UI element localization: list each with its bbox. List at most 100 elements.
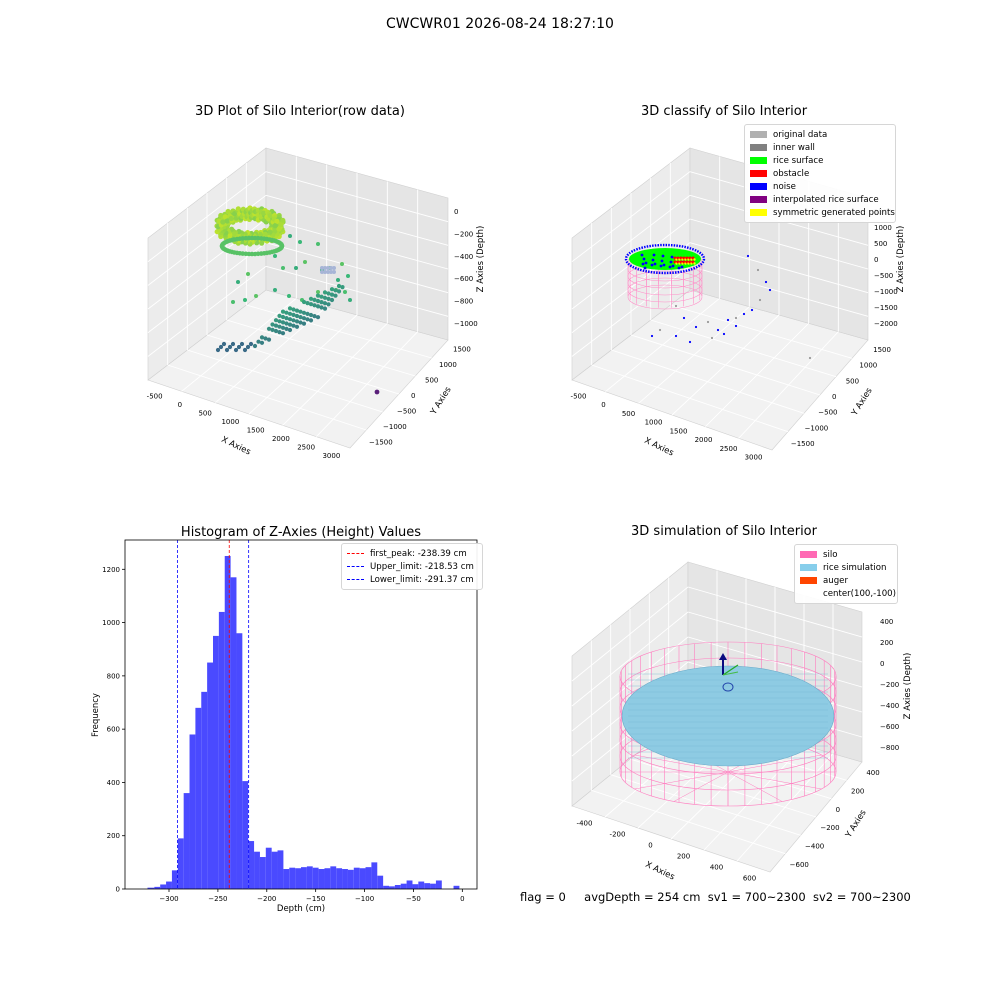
legend-swatch: [750, 196, 767, 203]
simulation-z-tick: 400: [880, 618, 893, 626]
raw-point: [323, 270, 327, 274]
status-flag: flag = 0: [520, 890, 566, 904]
classified-point: [756, 268, 760, 272]
raw-point: [298, 320, 303, 325]
raw-point: [284, 321, 289, 326]
classified-point: [734, 324, 738, 328]
raw-point: [227, 344, 233, 350]
silo-ring: [627, 277, 703, 303]
legend-swatch: [800, 577, 817, 584]
legend-swatch: [750, 144, 767, 151]
histogram-bar: [160, 884, 167, 889]
classify-3d-plot: -500050010001500200025003000150010005000…: [571, 147, 906, 462]
simulation-x-label: X Axies: [644, 860, 677, 883]
legend-entry: Upper_limit: -218.53 cm: [347, 560, 477, 573]
classify-z-tick: 0: [874, 256, 878, 264]
classify-y-tick: −1000: [805, 424, 829, 432]
raw-x-tick: 0: [178, 401, 182, 409]
figure-title: CWCWR01 2026-08-24 18:27:10: [386, 16, 614, 32]
histogram-reference-lines: [177, 540, 250, 889]
classified-point: [694, 325, 698, 329]
noise-point: [653, 262, 657, 266]
histogram-bar: [383, 885, 389, 889]
raw-point: [319, 300, 324, 305]
raw-z-label: Z Axies (Depth): [476, 226, 486, 293]
histogram-bar: [336, 868, 343, 889]
auger-base: [722, 682, 734, 692]
raw-point: [277, 313, 282, 318]
histogram-bar: [236, 633, 243, 889]
simulation-x-tick: -400: [577, 820, 593, 828]
noise-point: [670, 255, 674, 259]
raw-point: [308, 302, 314, 307]
raw-point: [336, 289, 342, 294]
raw-point: [277, 324, 282, 329]
raw-point: [243, 298, 247, 302]
raw-point: [294, 308, 300, 313]
legend-entry: first_peak: -238.39 cm: [347, 547, 477, 560]
legend-label: first_peak: -238.39 cm: [370, 548, 467, 559]
legend-label: inner wall: [773, 142, 815, 153]
histogram-bar: [218, 611, 225, 889]
histogram-bar: [394, 885, 401, 889]
status-sv2: sv2 = 700~2300: [812, 890, 911, 904]
raw-x-tick: 2500: [297, 443, 315, 451]
noise-point: [640, 253, 644, 257]
raw-point: [343, 290, 347, 294]
raw-point: [340, 262, 344, 266]
noise-point: [642, 257, 646, 261]
legend-swatch: [750, 131, 767, 138]
y-tick-label: 200: [107, 832, 120, 840]
classified-point: [710, 336, 714, 340]
histogram-bar: [195, 707, 202, 889]
classified-point: [742, 312, 746, 316]
raw-point: [308, 312, 314, 318]
raw-point: [305, 311, 310, 316]
legend-label: center(100,-100): [823, 588, 896, 599]
raw-point: [329, 297, 335, 303]
histogram-bar: [412, 884, 419, 889]
x-tick-label: −250: [208, 895, 227, 903]
legend-label: Upper_limit: -218.53 cm: [370, 561, 474, 572]
raw-y-tick: −1500: [369, 438, 393, 446]
raw-point: [312, 314, 317, 319]
histogram-bar: [347, 869, 354, 889]
raw-point: [291, 323, 296, 328]
histogram-bar: [424, 883, 431, 889]
simulation-y-tick: 0: [836, 806, 840, 814]
classify-z-tick: −1000: [874, 288, 898, 296]
status-sv1: sv1 = 700~2300: [707, 890, 806, 904]
y-tick-label: 1000: [102, 619, 120, 627]
raw-point: [305, 301, 310, 306]
classify-z-label: Z Axies (Depth): [896, 226, 906, 293]
histogram-bar: [435, 880, 442, 889]
raw-point: [221, 341, 227, 347]
classify-x-tick: 2500: [720, 445, 738, 453]
histogram-bar: [389, 886, 395, 889]
raw-point: [235, 206, 241, 212]
classify-x-tick: 500: [622, 410, 635, 418]
noise-point: [643, 266, 647, 270]
legend-entry: silo: [800, 548, 892, 561]
classified-point: [706, 320, 710, 324]
raw-point: [267, 213, 273, 219]
raw-point: [280, 309, 286, 314]
back-grid-line: [265, 171, 449, 223]
raw-x-tick: 2000: [272, 435, 290, 443]
histogram-bar: [342, 869, 348, 889]
raw-y-tick: −1000: [383, 423, 407, 431]
raw-point: [326, 302, 331, 307]
raw-point: [294, 324, 300, 329]
raw-point: [224, 347, 230, 353]
raw-x-tick: 500: [198, 409, 211, 417]
raw-point: [252, 343, 258, 349]
legend-label: noise: [773, 181, 796, 192]
silo-floor-line: [727, 771, 783, 802]
raw-y-label: Y Axies: [428, 385, 454, 418]
histogram-bar: [406, 880, 413, 889]
raw-z-tick: −600: [454, 275, 473, 283]
raw-point: [319, 294, 324, 299]
classified-point: [658, 328, 662, 332]
noise-point: [669, 260, 673, 264]
raw-point: [291, 318, 296, 323]
